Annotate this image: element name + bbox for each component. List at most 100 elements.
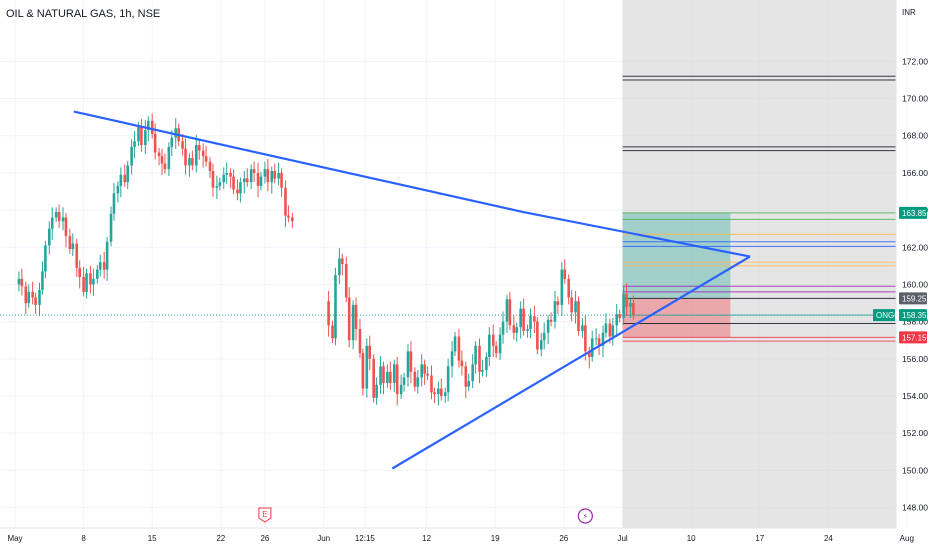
candle [402, 377, 406, 385]
candle [549, 319, 553, 322]
x-tick-label: Jul [617, 534, 627, 543]
candle [222, 174, 226, 183]
candle [395, 364, 399, 395]
candle [379, 366, 382, 385]
candle [423, 364, 426, 374]
candle [201, 150, 205, 157]
candle [85, 273, 88, 292]
candle [471, 364, 474, 382]
y-tick-label: 166.00 [902, 168, 928, 178]
price-tag: 157.15 [899, 331, 927, 344]
candle [488, 334, 491, 357]
candle [365, 345, 369, 389]
candle [604, 323, 608, 333]
candle [280, 172, 283, 188]
price-tag-bg [899, 309, 927, 322]
x-tick-label: 12:15 [355, 534, 376, 543]
candle [615, 314, 619, 326]
candle [252, 169, 256, 173]
candle [239, 182, 242, 194]
candle [611, 325, 615, 337]
price-tag-bg [899, 331, 927, 344]
price-tag: 159.25 [899, 292, 927, 305]
candle [464, 366, 468, 387]
candle [31, 291, 34, 298]
target-zone [622, 212, 731, 299]
price-tag-value: 158.35 [902, 311, 927, 320]
candle [211, 171, 215, 188]
candle [24, 286, 28, 304]
candle [181, 141, 184, 149]
candle [347, 297, 351, 341]
candle [437, 388, 440, 395]
earnings-marker-glyph: E [262, 510, 267, 519]
candle [75, 243, 79, 268]
candle [112, 193, 116, 214]
currency-label: INR [902, 8, 916, 17]
candle [570, 297, 573, 313]
candle [218, 182, 222, 186]
candle [413, 371, 417, 387]
candle [577, 301, 580, 331]
trendlines [73, 110, 751, 470]
candle [392, 364, 396, 383]
candle [618, 314, 621, 318]
candle [41, 271, 44, 291]
candle [167, 146, 171, 170]
candle [92, 278, 95, 285]
candle [215, 185, 219, 188]
candle [420, 364, 423, 378]
y-tick-label: 170.00 [902, 94, 928, 104]
candle [38, 290, 41, 305]
y-tick-label: 156.00 [902, 354, 928, 364]
candle [478, 345, 481, 372]
candle [89, 273, 92, 285]
candle [243, 178, 246, 183]
candle [232, 176, 235, 190]
candle [150, 120, 154, 134]
candle [170, 137, 174, 147]
candle [140, 126, 143, 146]
candle [245, 178, 249, 183]
candle [119, 174, 123, 186]
x-tick-label: 12 [422, 534, 431, 543]
candle [287, 215, 290, 218]
symbol-tag-bg [873, 309, 895, 322]
candle [351, 304, 355, 341]
candle [96, 269, 99, 279]
candle [50, 217, 54, 229]
candle [191, 158, 194, 166]
candle [409, 351, 413, 372]
candle [197, 145, 201, 151]
candle [34, 297, 37, 305]
candle [327, 301, 330, 326]
candle [284, 187, 287, 216]
split-marker-shape [577, 508, 593, 524]
candle [157, 152, 161, 157]
candle [82, 277, 85, 292]
candle [542, 332, 546, 341]
candle [344, 264, 348, 298]
triangle-trendline [522, 210, 751, 258]
candle [508, 299, 512, 326]
candle [494, 345, 498, 354]
candle [560, 269, 564, 305]
candle [144, 130, 147, 146]
y-tick-label: 162.00 [902, 242, 928, 252]
candle [153, 133, 157, 153]
candle [277, 172, 280, 179]
price-tag-value: 159.25 [902, 294, 927, 303]
candle [553, 301, 557, 322]
x-tick-label: 26 [260, 534, 269, 543]
candle [433, 392, 436, 395]
x-tick-label: 10 [687, 534, 696, 543]
candle [533, 316, 536, 322]
x-tick-label: 24 [824, 534, 833, 543]
price-tag: ONGC 158.35 [873, 309, 927, 322]
candle [584, 325, 587, 352]
candle [382, 366, 385, 383]
candle [71, 243, 75, 250]
candle [563, 269, 567, 279]
